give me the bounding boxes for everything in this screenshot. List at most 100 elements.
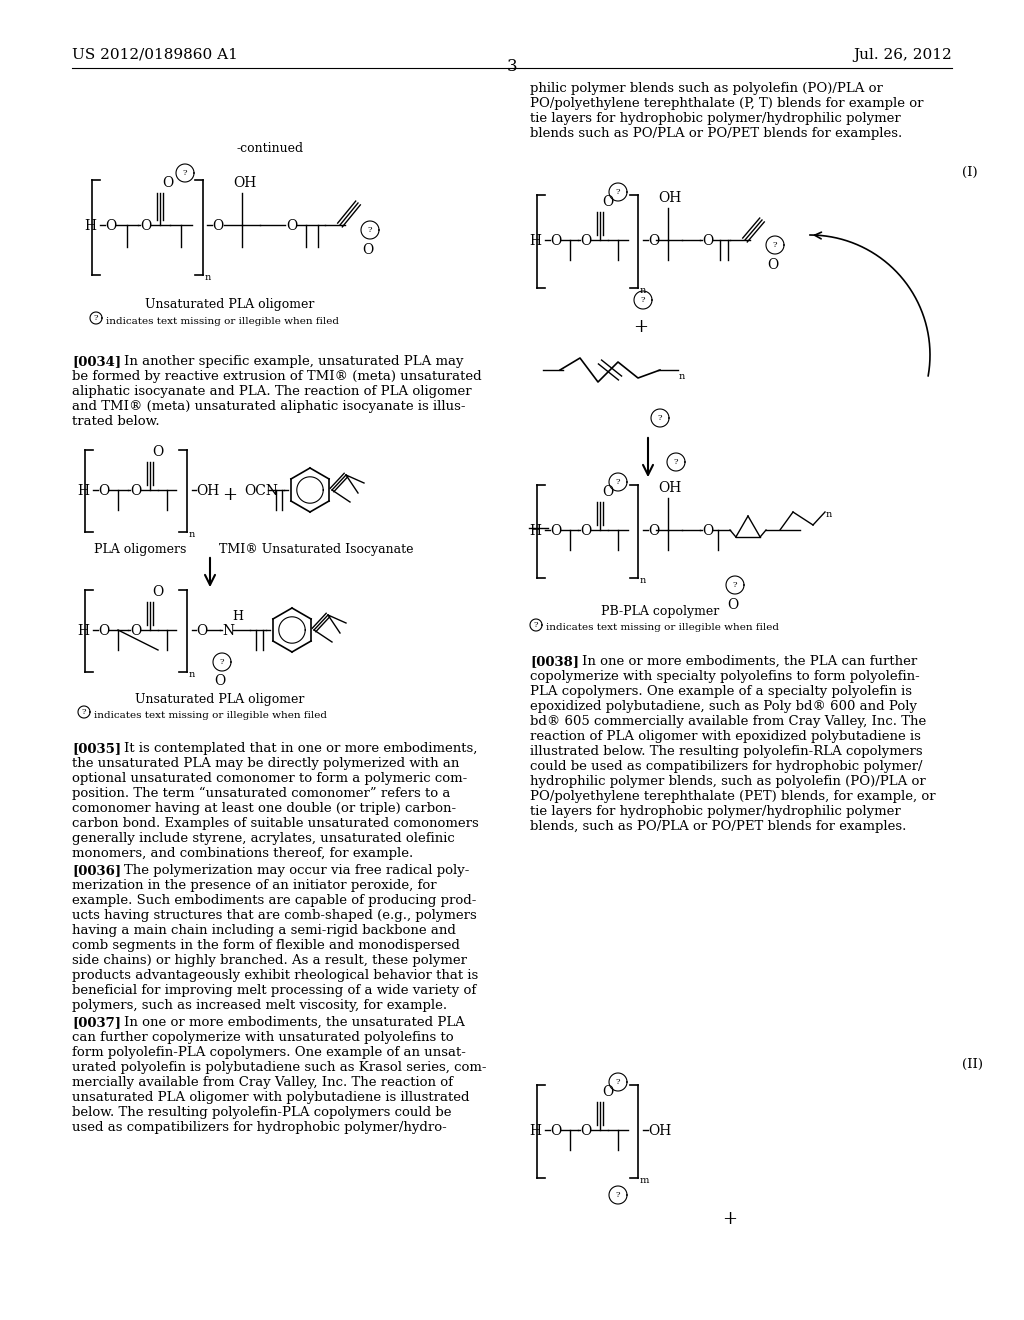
Text: OH: OH xyxy=(196,484,219,498)
Text: ?: ? xyxy=(182,169,187,177)
Text: PB-PLA copolymer: PB-PLA copolymer xyxy=(601,605,719,618)
Text: below. The resulting polyolefin-PLA copolymers could be: below. The resulting polyolefin-PLA copo… xyxy=(72,1106,452,1119)
Text: O: O xyxy=(130,484,141,498)
Text: US 2012/0189860 A1: US 2012/0189860 A1 xyxy=(72,48,238,62)
Text: O: O xyxy=(550,1125,561,1138)
Text: ?: ? xyxy=(615,1191,621,1199)
Text: comonomer having at least one double (or triple) carbon-: comonomer having at least one double (or… xyxy=(72,803,456,814)
Text: PLA oligomers: PLA oligomers xyxy=(94,543,186,556)
Text: n: n xyxy=(189,671,196,678)
Text: O: O xyxy=(702,524,714,539)
Text: O: O xyxy=(580,1125,591,1138)
Text: O: O xyxy=(727,598,738,612)
Text: O: O xyxy=(152,585,163,599)
Text: O: O xyxy=(362,243,374,257)
Text: be formed by reactive extrusion of TMI® (meta) unsaturated: be formed by reactive extrusion of TMI® … xyxy=(72,370,481,383)
Text: +: + xyxy=(222,486,238,504)
Text: hydrophilic polymer blends, such as polyolefin (PO)/PLA or: hydrophilic polymer blends, such as poly… xyxy=(530,775,926,788)
Text: polymers, such as increased melt viscosity, for example.: polymers, such as increased melt viscosi… xyxy=(72,999,447,1012)
Text: O: O xyxy=(602,1085,613,1100)
Text: Unsaturated PLA oligomer: Unsaturated PLA oligomer xyxy=(135,693,305,706)
Text: OH: OH xyxy=(648,1125,672,1138)
Text: Jul. 26, 2012: Jul. 26, 2012 xyxy=(853,48,952,62)
Text: blends such as PO/PLA or PO/PET blends for examples.: blends such as PO/PLA or PO/PET blends f… xyxy=(530,127,902,140)
Text: O: O xyxy=(105,219,117,234)
Text: H: H xyxy=(77,484,89,498)
Text: [0037]: [0037] xyxy=(72,1016,121,1030)
Text: OH: OH xyxy=(658,480,682,495)
Text: TMI® Unsaturated Isocyanate: TMI® Unsaturated Isocyanate xyxy=(219,543,414,556)
Text: +: + xyxy=(723,1210,737,1228)
Text: ?: ? xyxy=(534,620,539,630)
Text: PO/polyethylene terephthalate (PET) blends, for example, or: PO/polyethylene terephthalate (PET) blen… xyxy=(530,789,936,803)
Text: carbon bond. Examples of suitable unsaturated comonomers: carbon bond. Examples of suitable unsatu… xyxy=(72,817,479,830)
Text: OH: OH xyxy=(233,176,257,190)
Text: the unsaturated PLA may be directly polymerized with an: the unsaturated PLA may be directly poly… xyxy=(72,756,460,770)
Text: O: O xyxy=(767,257,778,272)
Text: O: O xyxy=(212,219,223,234)
Text: Unsaturated PLA oligomer: Unsaturated PLA oligomer xyxy=(145,298,314,312)
Text: bd® 605 commercially available from Cray Valley, Inc. The: bd® 605 commercially available from Cray… xyxy=(530,715,927,729)
Text: In one or more embodiments, the PLA can further: In one or more embodiments, the PLA can … xyxy=(582,655,918,668)
Text: urated polyolefin is polybutadiene such as Krasol series, com-: urated polyolefin is polybutadiene such … xyxy=(72,1061,486,1074)
Text: n: n xyxy=(640,576,646,585)
Text: [0034]: [0034] xyxy=(72,355,121,368)
Text: n: n xyxy=(189,531,196,539)
Text: ?: ? xyxy=(82,708,86,715)
Text: beneficial for improving melt processing of a wide variety of: beneficial for improving melt processing… xyxy=(72,983,476,997)
Text: H: H xyxy=(529,524,541,539)
Text: ?: ? xyxy=(657,414,663,422)
Text: indicates text missing or illegible when filed: indicates text missing or illegible when… xyxy=(546,623,779,632)
Text: O: O xyxy=(602,195,613,209)
Text: O: O xyxy=(152,445,163,459)
Text: +: + xyxy=(634,318,648,337)
Text: O: O xyxy=(140,219,152,234)
Text: generally include styrene, acrylates, unsaturated olefinic: generally include styrene, acrylates, un… xyxy=(72,832,455,845)
Text: In another specific example, unsaturated PLA may: In another specific example, unsaturated… xyxy=(124,355,464,368)
Text: O: O xyxy=(648,234,659,248)
Text: -continued: -continued xyxy=(237,143,303,154)
Text: ?: ? xyxy=(641,296,645,304)
Text: position. The term “unsaturated comonomer” refers to a: position. The term “unsaturated comonome… xyxy=(72,787,451,800)
Text: ?: ? xyxy=(368,226,373,234)
Text: H: H xyxy=(232,610,243,623)
Text: ?: ? xyxy=(674,458,678,466)
Text: products advantageously exhibit rheological behavior that is: products advantageously exhibit rheologi… xyxy=(72,969,478,982)
Text: OH: OH xyxy=(658,191,682,205)
Text: trated below.: trated below. xyxy=(72,414,160,428)
Text: O: O xyxy=(602,484,613,499)
Text: merization in the presence of an initiator peroxide, for: merization in the presence of an initiat… xyxy=(72,879,436,892)
Text: (II): (II) xyxy=(962,1059,983,1071)
Text: O: O xyxy=(286,219,297,234)
Text: blends, such as PO/PLA or PO/PET blends for examples.: blends, such as PO/PLA or PO/PET blends … xyxy=(530,820,906,833)
Text: 3: 3 xyxy=(507,58,517,75)
Text: ?: ? xyxy=(220,657,224,667)
Text: n: n xyxy=(826,510,833,519)
Text: optional unsaturated comonomer to form a polymeric com-: optional unsaturated comonomer to form a… xyxy=(72,772,467,785)
Text: could be used as compatibilizers for hydrophobic polymer/: could be used as compatibilizers for hyd… xyxy=(530,760,923,774)
Text: O: O xyxy=(196,624,207,638)
Text: O: O xyxy=(130,624,141,638)
Text: having a main chain including a semi-rigid backbone and: having a main chain including a semi-rig… xyxy=(72,924,456,937)
Text: side chains) or highly branched. As a result, these polymer: side chains) or highly branched. As a re… xyxy=(72,954,467,968)
Text: In one or more embodiments, the unsaturated PLA: In one or more embodiments, the unsatura… xyxy=(124,1016,465,1030)
Text: O: O xyxy=(648,524,659,539)
Text: (I): (I) xyxy=(962,166,978,180)
Text: ?: ? xyxy=(615,1078,621,1086)
Text: n: n xyxy=(640,286,646,294)
Text: O: O xyxy=(550,234,561,248)
Text: n: n xyxy=(205,273,211,282)
Text: copolymerize with specialty polyolefins to form polyolefin-: copolymerize with specialty polyolefins … xyxy=(530,671,920,682)
Text: example. Such embodiments are capable of producing prod-: example. Such embodiments are capable of… xyxy=(72,894,476,907)
Text: N: N xyxy=(222,624,234,638)
Text: [0038]: [0038] xyxy=(530,655,579,668)
Text: O: O xyxy=(98,624,110,638)
Text: O: O xyxy=(702,234,714,248)
Text: O: O xyxy=(214,675,225,688)
Text: ?: ? xyxy=(615,478,621,486)
Text: O: O xyxy=(580,234,591,248)
Text: It is contemplated that in one or more embodiments,: It is contemplated that in one or more e… xyxy=(124,742,477,755)
Text: O: O xyxy=(550,524,561,539)
Text: O: O xyxy=(162,176,173,190)
Text: indicates text missing or illegible when filed: indicates text missing or illegible when… xyxy=(94,710,327,719)
